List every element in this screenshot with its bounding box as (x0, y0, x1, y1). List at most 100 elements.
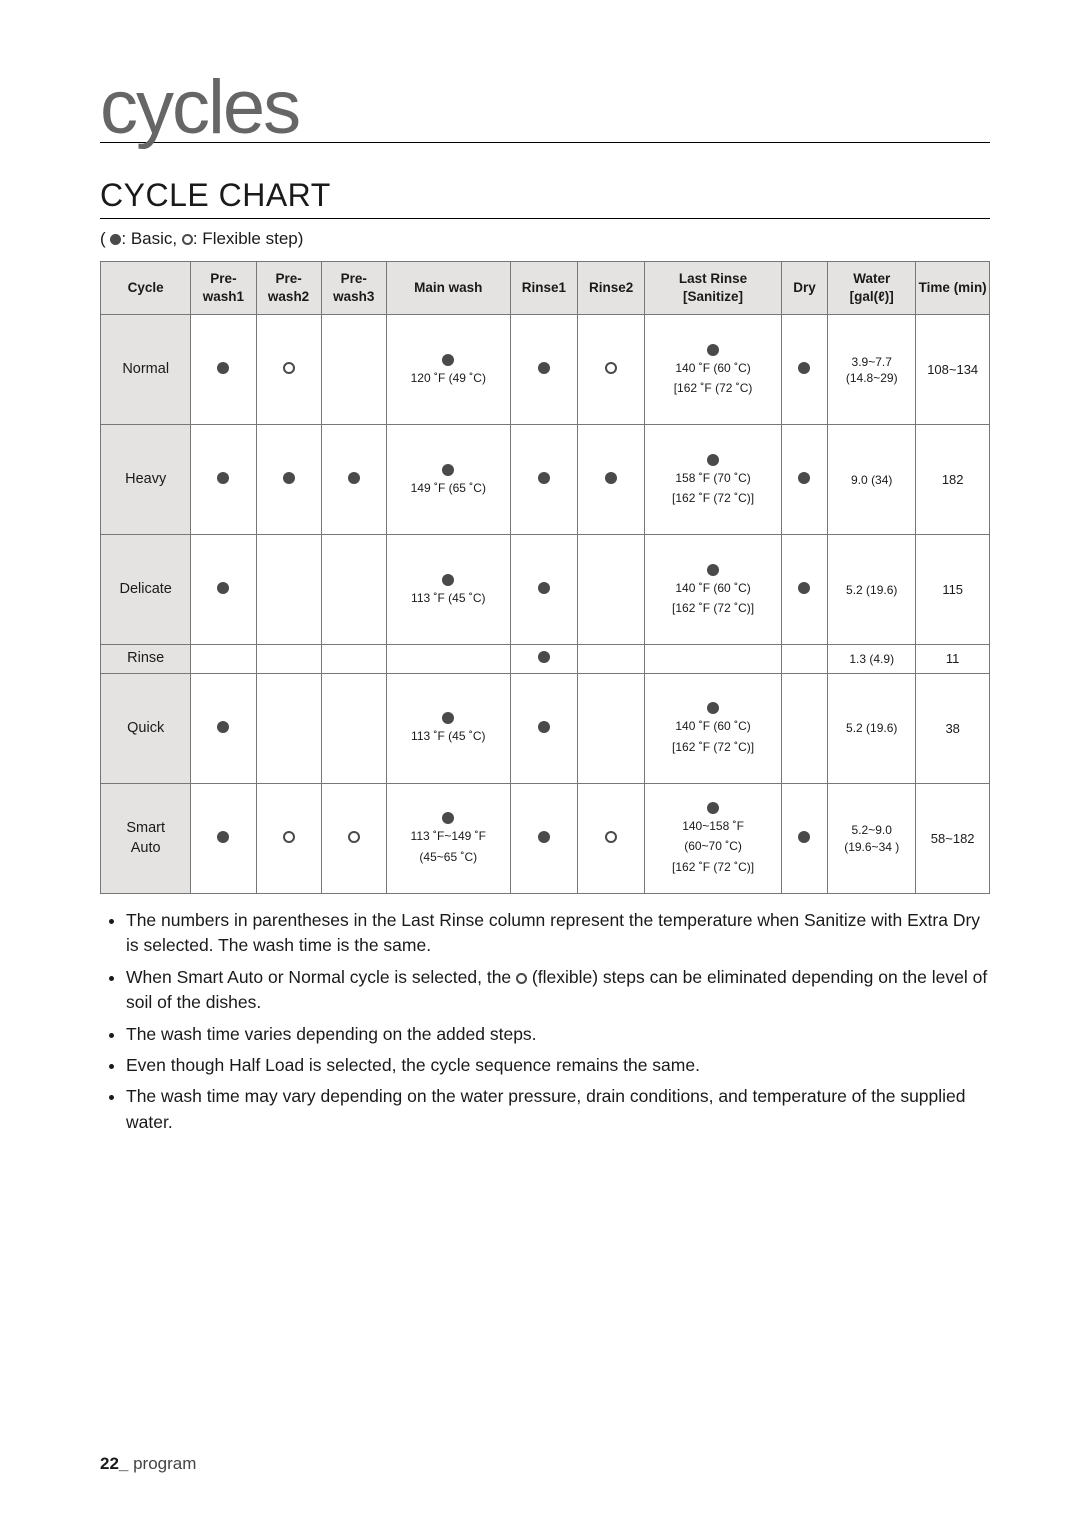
cell-main: 120 ˚F (49 ˚C) (386, 315, 510, 425)
cell-sub: [162 ˚F (72 ˚C) (674, 380, 753, 396)
cell-sub: 113 ˚F (45 ˚C) (411, 590, 485, 606)
cycle-chart-table: Cycle Pre-wash1 Pre-wash2 Pre-wash3 Main… (100, 261, 990, 894)
cell-sub: 140~158 ˚F (682, 818, 744, 834)
basic-step-icon (798, 582, 810, 594)
flexible-step-icon (605, 362, 617, 374)
cell-main: 113 ˚F~149 ˚F (45~65 ˚C) (386, 784, 510, 894)
cycle-name: Quick (101, 674, 191, 784)
cycle-name: Rinse (101, 645, 191, 674)
cell-pre1 (191, 674, 256, 784)
cell-r1 (510, 425, 577, 535)
legend-flex: : Flexible step) (193, 229, 304, 248)
cell-pre2 (256, 315, 321, 425)
cell-r2 (578, 425, 645, 535)
cell-pre2 (256, 645, 321, 674)
flexible-icon (182, 234, 193, 245)
basic-step-icon (442, 712, 454, 724)
cell-sub: [162 ˚F (72 ˚C)] (672, 600, 754, 616)
basic-step-icon (707, 702, 719, 714)
cell-last: 158 ˚F (70 ˚C)[162 ˚F (72 ˚C)] (645, 425, 782, 535)
cell-sub: [162 ˚F (72 ˚C)] (672, 490, 754, 506)
cell-sub: (19.6~34 ) (830, 839, 913, 855)
cell-sub: (60~70 ˚C) (684, 838, 742, 854)
basic-step-icon (538, 651, 550, 663)
legend-basic: : Basic, (121, 229, 181, 248)
table-row: Heavy 149 ˚F (65 ˚C) 158 ˚F (70 ˚C)[162 ˚F… (101, 425, 990, 535)
cell-r2 (578, 784, 645, 894)
cell-r2 (578, 315, 645, 425)
cell-sub: 113 ˚F (45 ˚C) (411, 728, 485, 744)
th-r2: Rinse2 (578, 262, 645, 315)
cell-last: 140 ˚F (60 ˚C)[162 ˚F (72 ˚C)] (645, 535, 782, 645)
cell-sub: (45~65 ˚C) (419, 849, 477, 865)
cell-sub: 140 ˚F (60 ˚C) (675, 360, 750, 376)
basic-step-icon (217, 582, 229, 594)
note-item: When Smart Auto or Normal cycle is selec… (126, 965, 990, 1016)
cell-pre1 (191, 535, 256, 645)
th-cycle: Cycle (101, 262, 191, 315)
note-item: The wash time varies depending on the ad… (126, 1022, 990, 1047)
cell-sub: 5.2 (19.6) (830, 582, 913, 598)
legend: ( : Basic, : Flexible step) (100, 229, 990, 249)
cycle-name: Heavy (101, 425, 191, 535)
cell-time: 11 (916, 645, 990, 674)
cell-water: 5.2 (19.6) (828, 674, 916, 784)
legend-prefix: ( (100, 229, 110, 248)
cell-time: 38 (916, 674, 990, 784)
cell-dry (781, 425, 827, 535)
cell-time: 182 (916, 425, 990, 535)
cell-sub: 113 ˚F~149 ˚F (411, 828, 486, 844)
flexible-step-icon (605, 831, 617, 843)
cell-water: 3.9~7.7(14.8~29) (828, 315, 916, 425)
cycle-name: Delicate (101, 535, 191, 645)
basic-step-icon (442, 812, 454, 824)
notes: The numbers in parentheses in the Last R… (100, 908, 990, 1135)
basic-step-icon (538, 721, 550, 733)
basic-step-icon (348, 472, 360, 484)
cell-r1 (510, 315, 577, 425)
cycle-name: Normal (101, 315, 191, 425)
basic-step-icon (538, 362, 550, 374)
table-row: Rinse1.3 (4.9)11 (101, 645, 990, 674)
page-footer: 22_ program (100, 1454, 196, 1474)
cell-last: 140 ˚F (60 ˚C) [162 ˚F (72 ˚C) (645, 315, 782, 425)
cell-pre2 (256, 784, 321, 894)
th-pre1: Pre-wash1 (191, 262, 256, 315)
table-row: Quick113 ˚F (45 ˚C)140 ˚F (60 ˚C)[162 ˚F… (101, 674, 990, 784)
cell-sub: 120 ˚F (49 ˚C) (411, 370, 486, 386)
cell-time: 115 (916, 535, 990, 645)
flexible-step-icon (348, 831, 360, 843)
th-last: Last Rinse [Sanitize] (645, 262, 782, 315)
cell-main: 149 ˚F (65 ˚C) (386, 425, 510, 535)
cell-dry (781, 645, 827, 674)
section-title: CYCLE CHART (100, 177, 990, 214)
flexible-step-icon (283, 362, 295, 374)
th-pre3: Pre-wash3 (321, 262, 386, 315)
note-item: The numbers in parentheses in the Last R… (126, 908, 990, 959)
cell-pre1 (191, 425, 256, 535)
flexible-step-icon (283, 831, 295, 843)
cell-pre2 (256, 535, 321, 645)
basic-step-icon (217, 721, 229, 733)
th-time: Time (min) (916, 262, 990, 315)
cell-r2 (578, 674, 645, 784)
cell-pre3 (321, 315, 386, 425)
cell-pre1 (191, 315, 256, 425)
cycle-name: SmartAuto (101, 784, 191, 894)
th-main: Main wash (386, 262, 510, 315)
cell-sub: [162 ˚F (72 ˚C)] (672, 739, 754, 755)
cell-sub: [162 ˚F (72 ˚C)] (672, 859, 754, 875)
table-row: SmartAuto 113 ˚F~149 ˚F (45~65 ˚C) 140~158 … (101, 784, 990, 894)
basic-step-icon (217, 362, 229, 374)
note-item: Even though Half Load is selected, the c… (126, 1053, 990, 1078)
cell-r1 (510, 535, 577, 645)
basic-step-icon (538, 582, 550, 594)
basic-step-icon (217, 831, 229, 843)
cell-pre3 (321, 784, 386, 894)
cell-r2 (578, 645, 645, 674)
cell-pre3 (321, 645, 386, 674)
cell-r1 (510, 674, 577, 784)
th-water: Water [gal(ℓ)] (828, 262, 916, 315)
basic-icon (110, 234, 121, 245)
table-row: Normal 120 ˚F (49 ˚C) 140 ˚F (60 ˚C) [162 ˚… (101, 315, 990, 425)
